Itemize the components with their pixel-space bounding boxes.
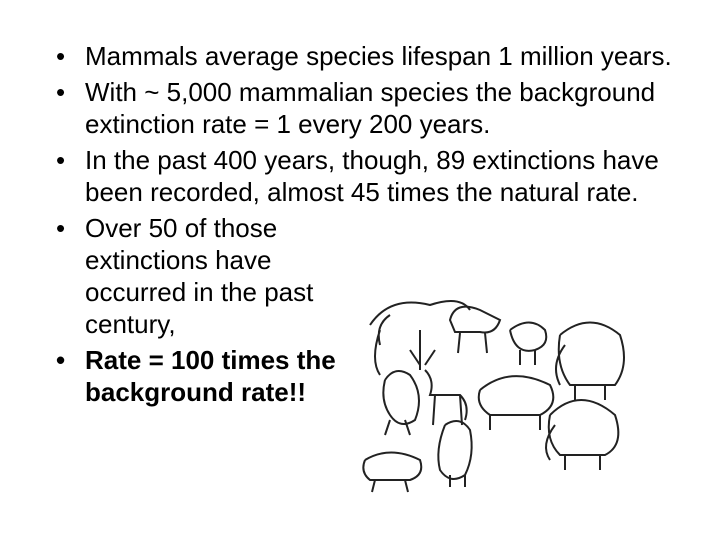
- extinct-animals-illustration: [362, 300, 625, 493]
- bullet: Rate = 100 times the background rate!!: [52, 344, 405, 408]
- bullet: Mammals average species lifespan 1 milli…: [52, 40, 715, 72]
- bullet: With ~ 5,000 mammalian species the backg…: [52, 76, 715, 140]
- bullet: In the past 400 years, though, 89 extinc…: [52, 144, 715, 208]
- bullet-list: Mammals average species lifespan 1 milli…: [52, 40, 715, 412]
- bullet: Over 50 of those extinctions have occurr…: [52, 212, 375, 340]
